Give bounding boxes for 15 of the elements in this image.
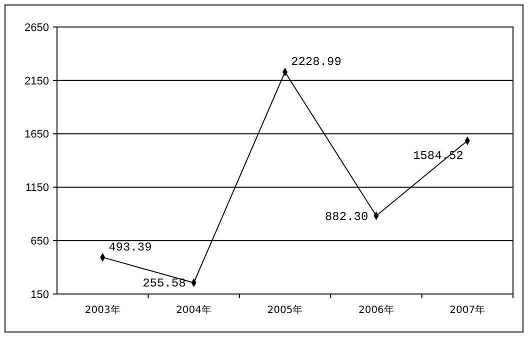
x-tick-label: 2003年 xyxy=(84,304,120,316)
y-tick-label: 2650 xyxy=(24,22,49,34)
data-label: 255.58 xyxy=(142,276,186,291)
data-label: 493.39 xyxy=(108,240,152,254)
x-tick-label: 2005年 xyxy=(267,304,303,316)
y-tick-label: 1650 xyxy=(24,128,49,141)
y-tick-label: 1150 xyxy=(25,182,49,194)
x-tick-label: 2004年 xyxy=(176,304,212,316)
y-tick-label: 650 xyxy=(30,235,49,248)
data-label: 2228.99 xyxy=(291,54,342,69)
y-tick-label: 150 xyxy=(30,288,49,301)
x-tick-label: 2006年 xyxy=(358,304,394,316)
data-label: 882.30 xyxy=(324,210,368,224)
y-tick-label: 2150 xyxy=(24,75,49,88)
x-tick-label: 2007年 xyxy=(450,304,486,316)
